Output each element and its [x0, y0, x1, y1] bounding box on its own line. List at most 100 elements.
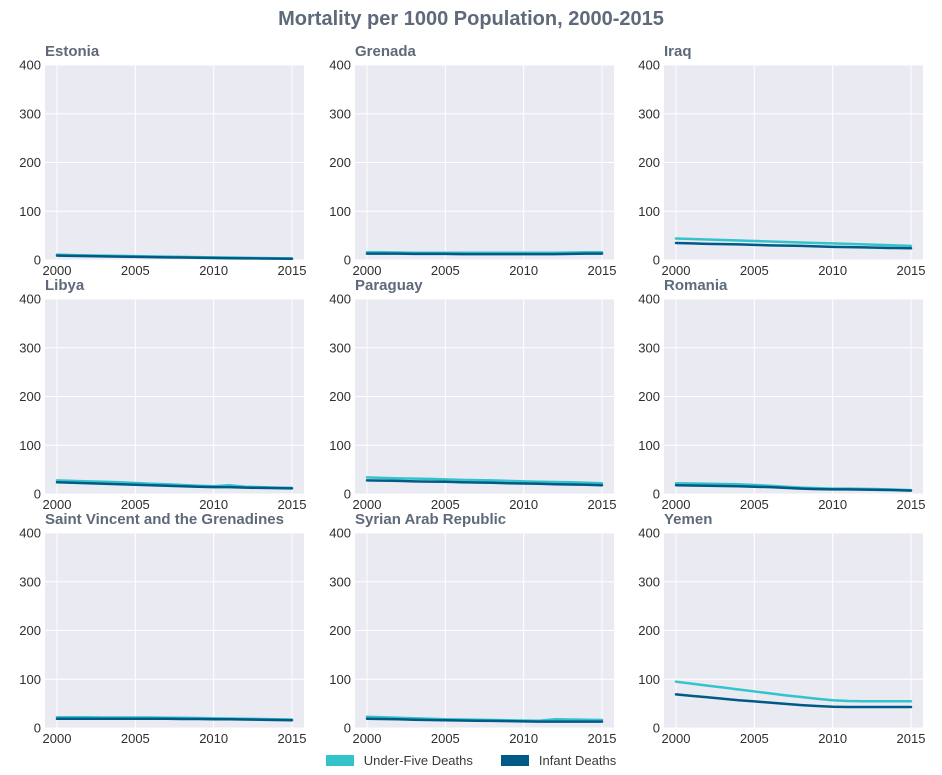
x-tick-label: 2000: [43, 497, 72, 512]
panel-title: Syrian Arab Republic: [355, 511, 506, 528]
y-tick-label: 100: [19, 672, 41, 687]
x-tick-label: 2000: [353, 497, 382, 512]
y-tick-label: 400: [638, 292, 660, 307]
x-tick-label: 2005: [431, 497, 460, 512]
series-line-infant-deaths: [55, 481, 294, 490]
legend-item-infant: Infant Deaths: [500, 752, 617, 768]
y-tick-label: 400: [19, 58, 41, 73]
y-tick-label: 0: [34, 721, 41, 736]
x-tick-label: 2005: [431, 731, 460, 745]
x-tick-label: 2000: [662, 731, 691, 745]
x-tick-label: 2005: [121, 731, 150, 745]
panel-title: Paraguay: [355, 277, 423, 294]
series-line-infant-deaths: [674, 483, 913, 492]
y-tick-label: 300: [329, 574, 351, 589]
series-line-infant-deaths: [674, 693, 913, 709]
y-tick-label: 300: [638, 574, 660, 589]
panel-title: Yemen: [664, 511, 712, 528]
y-tick-label: 0: [344, 253, 351, 268]
x-tick-label: 2000: [43, 263, 72, 278]
series-line-infant-deaths: [674, 241, 913, 250]
panel-iraq: Iraq 0 100 200 300 400 2000 2005 2010 2015: [638, 43, 925, 278]
y-tick-label: 300: [19, 106, 41, 121]
x-tick-label: 2005: [431, 263, 460, 278]
y-tick-label: 100: [638, 204, 660, 219]
x-tick-label: 2015: [588, 497, 617, 512]
y-tick-label: 300: [19, 574, 41, 589]
y-tick-label: 100: [19, 204, 41, 219]
legend-swatch-infant: [500, 754, 529, 766]
x-tick-label: 2000: [353, 731, 382, 745]
panel-title: Estonia: [45, 43, 100, 60]
y-tick-label: 0: [344, 721, 351, 736]
y-tick-label: 300: [329, 106, 351, 121]
x-tick-label: 2005: [121, 263, 150, 278]
series-line-under-five-deaths: [674, 680, 913, 703]
x-tick-label: 2010: [509, 263, 538, 278]
panel-title: Libya: [45, 277, 85, 294]
y-tick-label: 400: [329, 292, 351, 307]
series-line-infant-deaths: [55, 717, 294, 722]
y-tick-label: 400: [638, 526, 660, 541]
panel-grenada: Grenada 0 100 200 300 400 2000 2005 2010 2015: [329, 43, 616, 278]
y-tick-label: 200: [329, 155, 351, 170]
y-tick-label: 400: [329, 526, 351, 541]
x-tick-label: 2005: [740, 497, 769, 512]
x-tick-label: 2015: [588, 263, 617, 278]
x-tick-label: 2000: [662, 263, 691, 278]
panel-syrian-arab-republic: Syrian Arab Republic 0 100 200 300 400 2000 200…: [329, 511, 616, 745]
y-tick-label: 200: [638, 155, 660, 170]
x-tick-label: 2015: [278, 497, 307, 512]
y-tick-label: 200: [638, 389, 660, 404]
y-tick-label: 100: [638, 672, 660, 687]
x-tick-label: 2010: [509, 731, 538, 745]
y-tick-label: 100: [329, 204, 351, 219]
series-line-under-five-deaths: [365, 476, 604, 485]
panel-estonia: Estonia 0 100 200 300 400 2000 2005 2010 2015: [19, 43, 306, 278]
y-tick-label: 100: [329, 672, 351, 687]
panel-paraguay: Paraguay 0 100 200 300 400 2000 2005 2010 2015: [329, 277, 616, 512]
y-tick-label: 100: [19, 438, 41, 453]
x-tick-label: 2015: [897, 263, 926, 278]
x-tick-label: 2010: [509, 497, 538, 512]
panel-title: Romania: [664, 277, 728, 294]
x-tick-label: 2015: [897, 731, 926, 745]
legend-swatch-under-five: [325, 754, 354, 766]
y-tick-label: 200: [329, 623, 351, 638]
x-tick-label: 2000: [662, 497, 691, 512]
x-tick-label: 2010: [199, 263, 228, 278]
x-tick-label: 2005: [740, 263, 769, 278]
y-tick-label: 0: [653, 253, 660, 268]
panel-title: Grenada: [355, 43, 417, 60]
x-tick-label: 2015: [897, 497, 926, 512]
panel-title: Saint Vincent and the Grenadines: [45, 511, 284, 528]
legend-label-infant: Infant Deaths: [538, 752, 617, 768]
series-line-under-five-deaths: [674, 237, 913, 248]
legend-label-under-five: Under-Five Deaths: [363, 752, 473, 768]
series-line-infant-deaths: [365, 717, 604, 723]
y-tick-label: 400: [19, 526, 41, 541]
x-tick-label: 2010: [199, 731, 228, 745]
panel-yemen: Yemen 0 100 200 300 400 2000 2005 2010 2015: [638, 511, 925, 745]
y-tick-label: 0: [34, 487, 41, 502]
x-tick-label: 2010: [818, 263, 847, 278]
y-tick-label: 300: [638, 106, 660, 121]
series-line-infant-deaths: [55, 254, 294, 261]
legend-item-under-five: Under-Five Deaths: [325, 752, 473, 768]
panel-libya: Libya 0 100 200 300 400 2000 2005 2010 2015: [19, 277, 306, 512]
chart-title: Mortality per 1000 Population, 2000-2015: [278, 8, 664, 30]
y-tick-label: 0: [653, 487, 660, 502]
y-tick-label: 200: [19, 623, 41, 638]
x-tick-label: 2005: [740, 731, 769, 745]
y-tick-label: 400: [329, 58, 351, 73]
x-tick-label: 2015: [588, 731, 617, 745]
y-tick-label: 0: [344, 487, 351, 502]
y-tick-label: 200: [19, 389, 41, 404]
x-tick-label: 2005: [121, 497, 150, 512]
panel-saint-vincent-and-the-grenadines: Saint Vincent and the Grenadines 0 100 200 3…: [19, 511, 306, 745]
x-tick-label: 2010: [818, 731, 847, 745]
panel-romania: Romania 0 100 200 300 400 2000 2005 2010 2015: [638, 277, 925, 512]
y-tick-label: 200: [638, 623, 660, 638]
x-tick-label: 2010: [818, 497, 847, 512]
